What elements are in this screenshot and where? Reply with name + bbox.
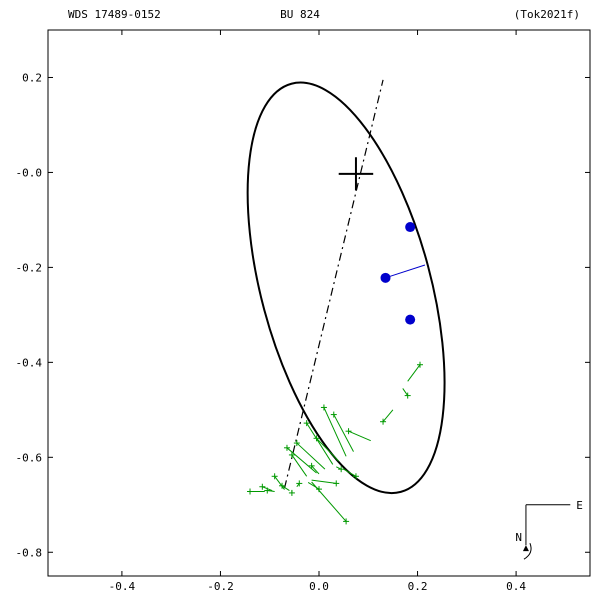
x-tick-label: 0.4 (506, 580, 526, 593)
compass-east-label: E (576, 499, 583, 512)
blue-point (405, 222, 415, 232)
x-tick-label: 0.0 (309, 580, 329, 593)
x-tick-label: -0.4 (109, 580, 136, 593)
x-tick-label: -0.2 (207, 580, 234, 593)
blue-point (405, 315, 415, 325)
y-tick-label: 0.2 (22, 71, 42, 84)
y-tick-label: -0.8 (16, 546, 43, 559)
title-wds: WDS 17489-0152 (68, 8, 161, 21)
y-tick-label: -0.0 (16, 166, 43, 179)
title-name: BU 824 (280, 8, 320, 21)
title-ref: (Tok2021f) (514, 8, 580, 21)
orbit-plot: -0.4 -0.2 0.0 0.2 0.4 0.2 -0.0 -0.2 -0.4 -0.6 -0.8… (0, 0, 600, 600)
y-tick-label: -0.6 (16, 451, 43, 464)
y-tick-label: -0.2 (16, 261, 43, 274)
y-tick-label: -0.4 (16, 356, 43, 369)
compass-north-label: N (515, 531, 522, 544)
x-tick-label: 0.2 (408, 580, 428, 593)
blue-point (381, 273, 391, 283)
